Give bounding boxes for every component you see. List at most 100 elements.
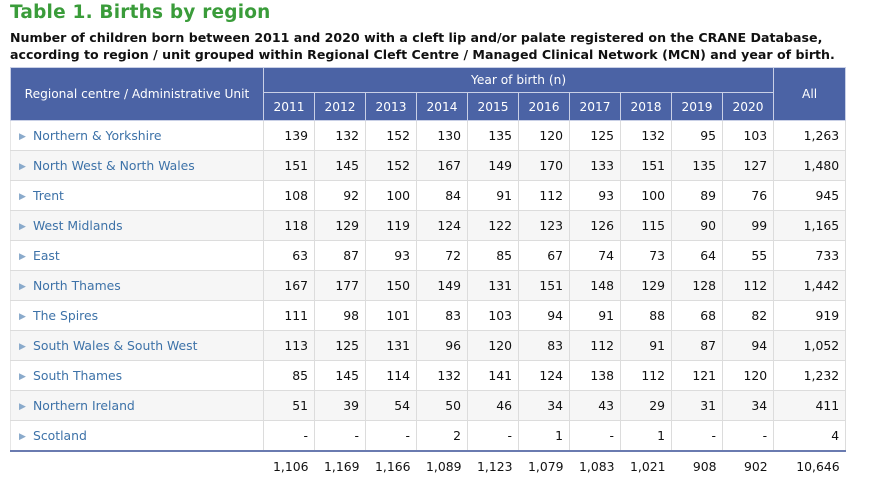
table-row: ▶ East 63 87 93 72 85 67 74 73 64 55 733 <box>10 240 847 271</box>
value-cell-2019: 89 <box>671 180 723 211</box>
region-row-toggle[interactable]: ▶ Trent <box>10 180 264 211</box>
row-total-cell: 411 <box>773 390 847 421</box>
value-cell-2016: 170 <box>518 150 570 181</box>
value-cell-2020: 103 <box>721 120 775 151</box>
table-row: ▶ Northern & Yorkshire 139 132 152 130 135 120 1… <box>10 120 847 151</box>
year-header-2015: 2015 <box>467 92 519 121</box>
region-row-toggle[interactable]: ▶ South Thames <box>10 360 264 391</box>
value-cell-2020: 120 <box>721 360 775 391</box>
triangle-right-icon[interactable]: ▶ <box>19 372 26 382</box>
region-row-toggle[interactable]: ▶ Northern Ireland <box>10 390 264 421</box>
total-cell-2017: 1,083 <box>569 450 621 481</box>
value-cell-2014: 167 <box>416 150 468 181</box>
row-total-cell: 1,052 <box>773 330 847 361</box>
value-cell-2016: 123 <box>518 210 570 241</box>
total-cell-2012: 1,169 <box>314 450 366 481</box>
value-cell-2013: 93 <box>365 240 417 271</box>
table-subtitle: Number of children born between 2011 and… <box>10 30 835 62</box>
triangle-right-icon[interactable]: ▶ <box>19 282 26 292</box>
table-row: ▶ Scotland - - -2-1-1- -4 <box>10 420 847 452</box>
table-body: ▶ Northern & Yorkshire 139 132 152 130 135 120 1… <box>10 120 847 452</box>
year-header-row: 2011 2012 2013 2014 2015 2016 2017 2018 2019 2020 <box>11 92 846 121</box>
region-name[interactable]: South Wales & South West <box>33 338 198 353</box>
value-cell-2011: 139 <box>263 120 315 151</box>
value-cell-2013: 150 <box>365 270 417 301</box>
value-cell-2020: 94 <box>721 330 775 361</box>
region-row-toggle[interactable]: ▶ Scotland <box>10 420 264 452</box>
value-cell-2011: - <box>263 420 315 452</box>
value-cell-2018: 91 <box>620 330 672 361</box>
table-row: ▶ South Thames 85 145 114 132 141 124 138 112 121 1… <box>10 360 847 391</box>
region-name[interactable]: East <box>33 248 60 263</box>
row-total-cell: 733 <box>773 240 847 271</box>
value-cell-2017: - <box>569 420 621 452</box>
value-cell-2018: 151 <box>620 150 672 181</box>
value-cell-2014: 72 <box>416 240 468 271</box>
value-cell-2019: 90 <box>671 210 723 241</box>
region-row-toggle[interactable]: ▶ South Wales & South West <box>10 330 264 361</box>
value-cell-2014: 124 <box>416 210 468 241</box>
year-header-2020: 2020 <box>721 92 775 121</box>
triangle-right-icon[interactable]: ▶ <box>19 222 26 232</box>
total-cell-2020: 902 <box>722 450 774 481</box>
triangle-right-icon[interactable]: ▶ <box>19 312 26 322</box>
region-row-toggle[interactable]: ▶ North West & North Wales <box>10 150 264 181</box>
region-row-toggle[interactable]: ▶ East <box>10 240 264 271</box>
region-name[interactable]: Trent <box>33 188 64 203</box>
region-column-header: Regional centre / Administrative Unit <box>10 67 264 121</box>
region-name[interactable]: North Thames <box>33 278 121 293</box>
triangle-right-icon[interactable]: ▶ <box>19 402 26 412</box>
value-cell-2012: 145 <box>314 150 366 181</box>
value-cell-2017: 125 <box>569 120 621 151</box>
region-name[interactable]: Northern & Yorkshire <box>33 128 162 143</box>
value-cell-2019: 128 <box>671 270 723 301</box>
value-cell-2012: 132 <box>314 120 366 151</box>
region-name[interactable]: Northern Ireland <box>33 398 135 413</box>
value-cell-2020: 127 <box>721 150 775 181</box>
triangle-right-icon[interactable]: ▶ <box>19 342 26 352</box>
triangle-right-icon[interactable]: ▶ <box>19 132 26 142</box>
value-cell-2016: 67 <box>518 240 570 271</box>
triangle-right-icon[interactable]: ▶ <box>19 192 26 202</box>
value-cell-2012: - <box>314 420 366 452</box>
region-name[interactable]: The Spires <box>33 308 99 323</box>
region-row-toggle[interactable]: ▶ North Thames <box>10 270 264 301</box>
region-row-toggle[interactable]: ▶ The Spires <box>10 300 264 331</box>
value-cell-2018: 115 <box>620 210 672 241</box>
region-row-toggle[interactable]: ▶ West Midlands <box>10 210 264 241</box>
value-cell-2014: 149 <box>416 270 468 301</box>
region-name[interactable]: South Thames <box>33 368 123 383</box>
value-cell-2017: 74 <box>569 240 621 271</box>
value-cell-2019: 68 <box>671 300 723 331</box>
value-cell-2011: 151 <box>263 150 315 181</box>
value-cell-2011: 85 <box>263 360 315 391</box>
row-total-cell: 1,442 <box>773 270 847 301</box>
triangle-right-icon[interactable]: ▶ <box>19 162 26 172</box>
value-cell-2016: 124 <box>518 360 570 391</box>
year-header-2011: 2011 <box>263 92 315 121</box>
value-cell-2016: 83 <box>518 330 570 361</box>
triangle-right-icon[interactable]: ▶ <box>19 432 26 442</box>
value-cell-2013: 131 <box>365 330 417 361</box>
value-cell-2017: 148 <box>569 270 621 301</box>
year-header-2016: 2016 <box>518 92 570 121</box>
region-row-toggle[interactable]: ▶ Northern & Yorkshire <box>10 120 264 151</box>
value-cell-2011: 111 <box>263 300 315 331</box>
all-column-header: All <box>773 67 847 121</box>
value-cell-2017: 138 <box>569 360 621 391</box>
grand-total-cell: 10,646 <box>773 450 846 481</box>
region-name[interactable]: North West & North Wales <box>33 158 195 173</box>
value-cell-2011: 63 <box>263 240 315 271</box>
value-cell-2017: 112 <box>569 330 621 361</box>
value-cell-2013: 101 <box>365 300 417 331</box>
triangle-right-icon[interactable]: ▶ <box>19 252 26 262</box>
total-cell-2016: 1,079 <box>518 450 570 481</box>
value-cell-2015: 120 <box>467 330 519 361</box>
region-name[interactable]: West Midlands <box>33 218 123 233</box>
region-name[interactable]: Scotland <box>33 428 87 443</box>
value-cell-2011: 118 <box>263 210 315 241</box>
value-cell-2016: 34 <box>518 390 570 421</box>
value-cell-2013: 119 <box>365 210 417 241</box>
value-cell-2013: 54 <box>365 390 417 421</box>
